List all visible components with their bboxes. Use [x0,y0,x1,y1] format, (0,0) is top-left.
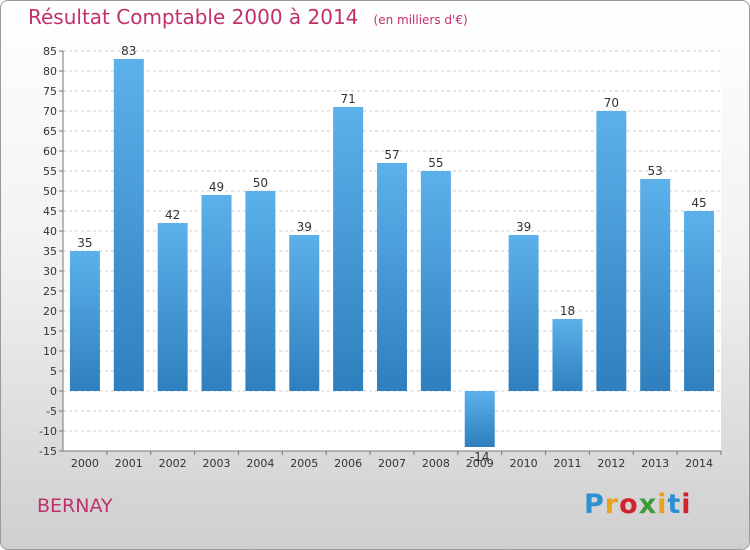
x-tick-label: 2013 [641,457,669,470]
data-label-2006: 71 [340,92,355,106]
x-tick-label: 2001 [115,457,143,470]
bar-2003 [201,195,232,391]
commune-name: BERNAY [37,495,113,517]
y-tick-label: 45 [43,205,57,218]
bar-2014 [684,211,715,391]
logo-letter: P [584,489,605,520]
x-tick-label: 2002 [159,457,187,470]
x-tick-label: 2012 [597,457,625,470]
x-tick-label: 2014 [685,457,713,470]
x-tick-label: 2011 [553,457,581,470]
x-tick-label: 2004 [246,457,274,470]
y-tick-label: 25 [43,285,57,298]
x-tick-label: 2010 [510,457,538,470]
chart-title-group: Résultat Comptable 2000 à 2014 (en milli… [28,5,468,29]
y-tick-label: 30 [43,265,57,278]
y-tick-label: -5 [46,405,57,418]
bar-2006 [333,107,364,391]
x-tick-label: 2006 [334,457,362,470]
y-tick-label: 55 [43,165,57,178]
y-tick-label: 5 [50,365,57,378]
data-label-2002: 42 [165,208,180,222]
x-tick-label: 2000 [71,457,99,470]
y-tick-label: 10 [43,345,57,358]
bar-2007 [377,163,407,391]
bar-2000 [69,251,100,391]
logo-letter: i [657,489,668,520]
x-tick-label: 2005 [290,457,318,470]
proxiti-logo[interactable]: Proxiti [584,489,692,520]
y-tick-label: 70 [43,105,57,118]
logo-letter: i [681,489,692,520]
x-tick-label: 2003 [203,457,231,470]
y-tick-label: 85 [43,45,57,58]
y-tick-label: -10 [39,425,57,438]
chart-subtitle: (en milliers d'€) [373,13,468,27]
y-tick-label: 20 [43,305,57,318]
x-tick-label: 2007 [378,457,406,470]
data-label-2005: 39 [297,220,312,234]
bar-2009 [464,391,495,447]
data-label-2000: 35 [77,236,92,250]
data-label-2014: 45 [691,196,706,210]
x-tick-label: 2009 [466,457,494,470]
axes: -15 -10 -5 0 5 10 15 20 25 30 35 40 45 50 55 60 65 70 75 80… [39,45,722,470]
bar-2008 [420,171,451,391]
bar-2005 [289,235,320,391]
bar-2001 [113,59,144,391]
bar-2012 [596,111,627,391]
data-label-2007: 57 [384,148,399,162]
data-label-2001: 83 [121,44,136,58]
bar-2013 [640,179,671,391]
data-labels: 35 83 42 49 50 39 71 57 55 -14 39 18 70 53 45 [77,44,706,464]
y-tick-label: 0 [50,385,57,398]
bars [69,59,715,447]
data-label-2003: 49 [209,180,224,194]
bar-2004 [245,191,276,391]
data-label-2009: -14 [470,450,490,464]
y-tick-label: 65 [43,125,57,138]
data-label-2011: 18 [560,304,575,318]
y-tick-label: 60 [43,145,57,158]
y-tick-label: 35 [43,245,57,258]
bar-2010 [508,235,539,391]
data-label-2010: 39 [516,220,531,234]
y-tick-label: 80 [43,65,57,78]
data-label-2008: 55 [428,156,443,170]
bar-2002 [157,223,188,391]
logo-letter: t [667,489,682,520]
y-tick-label: 40 [43,225,57,238]
y-tick-label: -15 [39,445,57,458]
data-label-2004: 50 [253,176,268,190]
x-tick-label: 2008 [422,457,450,470]
data-label-2012: 70 [604,96,619,110]
y-tick-label: 75 [43,85,57,98]
logo-letter: r [604,489,620,520]
chart-title: Résultat Comptable 2000 à 2014 [28,5,359,29]
bar-2011 [552,319,583,391]
y-tick-label: 50 [43,185,57,198]
y-tick-label: 15 [43,325,57,338]
logo-letter: x [638,489,658,520]
logo-letter: o [619,489,639,520]
data-label-2013: 53 [648,164,663,178]
